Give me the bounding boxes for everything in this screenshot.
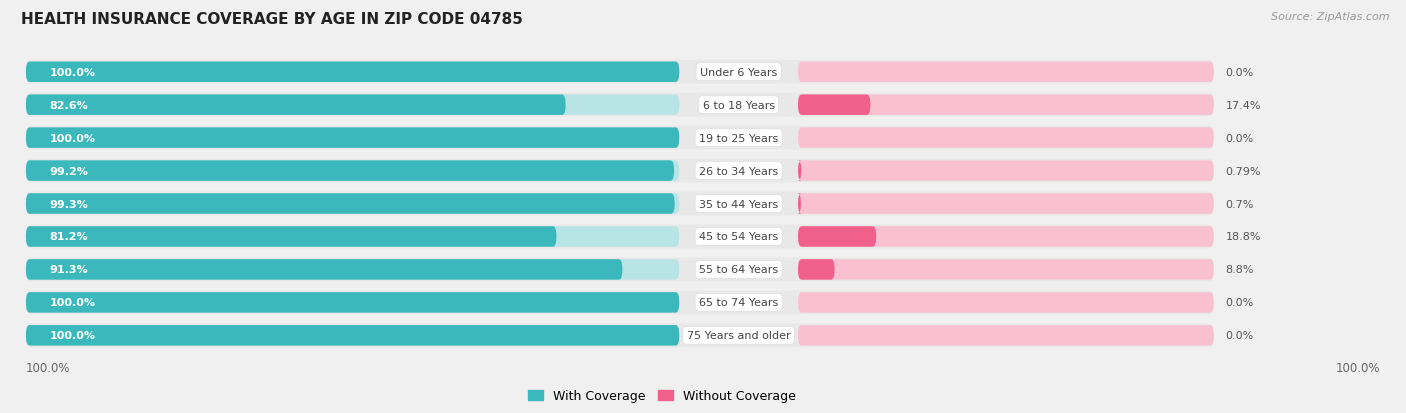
FancyBboxPatch shape: [799, 260, 835, 280]
FancyBboxPatch shape: [797, 194, 801, 214]
Text: 100.0%: 100.0%: [1336, 361, 1381, 374]
Text: 100.0%: 100.0%: [49, 68, 96, 78]
FancyBboxPatch shape: [25, 95, 679, 116]
FancyBboxPatch shape: [25, 260, 679, 280]
Text: 99.3%: 99.3%: [49, 199, 89, 209]
Text: 100.0%: 100.0%: [49, 133, 96, 143]
FancyBboxPatch shape: [799, 325, 1213, 346]
FancyBboxPatch shape: [25, 94, 1213, 117]
FancyBboxPatch shape: [799, 95, 1213, 116]
Text: 18.8%: 18.8%: [1226, 232, 1261, 242]
FancyBboxPatch shape: [797, 161, 801, 181]
FancyBboxPatch shape: [25, 258, 1213, 282]
Text: 0.0%: 0.0%: [1226, 298, 1254, 308]
Text: Source: ZipAtlas.com: Source: ZipAtlas.com: [1271, 12, 1389, 22]
Text: 65 to 74 Years: 65 to 74 Years: [699, 298, 779, 308]
Text: 55 to 64 Years: 55 to 64 Years: [699, 265, 778, 275]
Text: 35 to 44 Years: 35 to 44 Years: [699, 199, 779, 209]
FancyBboxPatch shape: [799, 128, 1213, 149]
Text: 45 to 54 Years: 45 to 54 Years: [699, 232, 779, 242]
Text: 19 to 25 Years: 19 to 25 Years: [699, 133, 779, 143]
FancyBboxPatch shape: [799, 194, 1213, 214]
FancyBboxPatch shape: [799, 227, 876, 247]
Text: 0.79%: 0.79%: [1226, 166, 1261, 176]
FancyBboxPatch shape: [25, 61, 1213, 84]
FancyBboxPatch shape: [25, 291, 1213, 314]
FancyBboxPatch shape: [799, 95, 870, 116]
Legend: With Coverage, Without Coverage: With Coverage, Without Coverage: [523, 385, 800, 408]
Text: 75 Years and older: 75 Years and older: [686, 330, 790, 340]
FancyBboxPatch shape: [25, 128, 679, 149]
FancyBboxPatch shape: [25, 292, 679, 313]
Text: 8.8%: 8.8%: [1226, 265, 1254, 275]
Text: 26 to 34 Years: 26 to 34 Years: [699, 166, 779, 176]
FancyBboxPatch shape: [25, 194, 679, 214]
FancyBboxPatch shape: [25, 227, 679, 247]
Text: 100.0%: 100.0%: [49, 298, 96, 308]
FancyBboxPatch shape: [799, 292, 1213, 313]
FancyBboxPatch shape: [25, 225, 1213, 249]
Text: 0.0%: 0.0%: [1226, 330, 1254, 340]
Text: 81.2%: 81.2%: [49, 232, 89, 242]
Text: 82.6%: 82.6%: [49, 100, 89, 110]
Text: Under 6 Years: Under 6 Years: [700, 68, 778, 78]
FancyBboxPatch shape: [25, 325, 679, 346]
Text: 0.0%: 0.0%: [1226, 133, 1254, 143]
Text: 99.2%: 99.2%: [49, 166, 89, 176]
FancyBboxPatch shape: [799, 62, 1213, 83]
Text: 100.0%: 100.0%: [25, 361, 70, 374]
FancyBboxPatch shape: [25, 62, 679, 83]
Text: 6 to 18 Years: 6 to 18 Years: [703, 100, 775, 110]
FancyBboxPatch shape: [25, 324, 1213, 347]
FancyBboxPatch shape: [25, 95, 565, 116]
FancyBboxPatch shape: [25, 325, 679, 346]
Text: 17.4%: 17.4%: [1226, 100, 1261, 110]
Text: 91.3%: 91.3%: [49, 265, 89, 275]
FancyBboxPatch shape: [25, 260, 623, 280]
FancyBboxPatch shape: [25, 161, 673, 181]
FancyBboxPatch shape: [25, 227, 557, 247]
FancyBboxPatch shape: [799, 161, 1213, 181]
FancyBboxPatch shape: [25, 161, 679, 181]
Text: 0.7%: 0.7%: [1226, 199, 1254, 209]
Text: 100.0%: 100.0%: [49, 330, 96, 340]
FancyBboxPatch shape: [25, 126, 1213, 150]
FancyBboxPatch shape: [25, 159, 1213, 183]
FancyBboxPatch shape: [25, 128, 679, 149]
FancyBboxPatch shape: [25, 292, 679, 313]
Text: HEALTH INSURANCE COVERAGE BY AGE IN ZIP CODE 04785: HEALTH INSURANCE COVERAGE BY AGE IN ZIP …: [21, 12, 523, 27]
FancyBboxPatch shape: [799, 227, 1213, 247]
Text: 0.0%: 0.0%: [1226, 68, 1254, 78]
FancyBboxPatch shape: [799, 260, 1213, 280]
FancyBboxPatch shape: [25, 192, 1213, 216]
FancyBboxPatch shape: [25, 62, 679, 83]
FancyBboxPatch shape: [25, 194, 675, 214]
